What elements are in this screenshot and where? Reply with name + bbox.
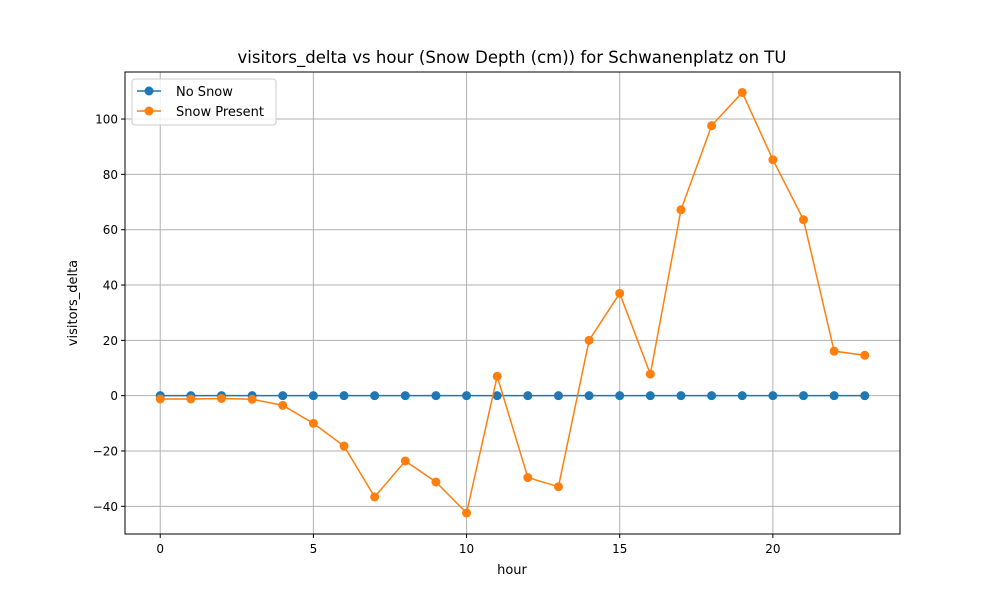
data-point-no-snow	[829, 391, 839, 401]
data-point-no-snow	[615, 391, 625, 401]
data-point-snow-present	[278, 400, 288, 410]
legend: No Snow Snow Present	[131, 78, 277, 126]
data-point-no-snow	[768, 391, 778, 401]
x-axis-label: hour	[497, 563, 527, 578]
data-point-snow-present	[247, 394, 257, 404]
data-point-no-snow	[645, 391, 655, 401]
y-tick-label: 100	[95, 113, 118, 127]
data-point-snow-present	[737, 87, 747, 97]
data-point-no-snow	[339, 391, 349, 401]
data-point-snow-present	[768, 155, 778, 165]
plot-series	[155, 87, 870, 518]
data-point-snow-present	[155, 394, 165, 404]
series-no-snow	[155, 391, 870, 401]
x-tick-label: 10	[459, 542, 474, 556]
data-point-no-snow	[737, 391, 747, 401]
data-point-snow-present	[186, 394, 196, 404]
data-point-no-snow	[707, 391, 717, 401]
data-point-snow-present	[339, 441, 349, 451]
data-point-no-snow	[676, 391, 686, 401]
data-point-snow-present	[676, 205, 686, 215]
y-tick-label: 80	[103, 168, 118, 182]
data-point-no-snow	[523, 391, 533, 401]
y-tick-label: −40	[93, 500, 118, 514]
chart-title: visitors_delta vs hour (Snow Depth (cm))…	[238, 48, 787, 68]
data-point-snow-present	[216, 393, 226, 403]
plot-frame	[124, 71, 901, 535]
data-point-snow-present	[370, 492, 380, 502]
data-point-snow-present	[584, 335, 594, 345]
data-point-no-snow	[370, 391, 380, 401]
data-point-snow-present	[553, 482, 563, 492]
data-point-snow-present	[645, 369, 655, 379]
data-point-snow-present	[431, 477, 441, 487]
data-point-snow-present	[400, 456, 410, 466]
data-point-no-snow	[278, 391, 288, 401]
series-line-snow-present	[160, 91, 865, 515]
data-point-snow-present	[829, 346, 839, 356]
data-point-snow-present	[799, 215, 809, 225]
data-point-no-snow	[860, 391, 870, 401]
x-tick-label: 15	[612, 542, 627, 556]
x-tick-label: 20	[765, 542, 780, 556]
data-point-no-snow	[799, 391, 809, 401]
data-point-no-snow	[553, 391, 563, 401]
data-point-no-snow	[400, 391, 410, 401]
y-tick-label: −20	[93, 445, 118, 459]
legend-box	[131, 78, 277, 126]
x-tick-label: 0	[156, 542, 164, 556]
data-point-snow-present	[492, 371, 502, 381]
y-tick-label: 20	[103, 334, 118, 348]
y-tick-label: 0	[110, 389, 118, 403]
legend-label-no-snow: No Snow	[176, 85, 233, 100]
data-point-no-snow	[308, 391, 318, 401]
data-point-no-snow	[584, 391, 594, 401]
data-point-no-snow	[462, 391, 472, 401]
data-point-snow-present	[462, 508, 472, 518]
data-point-snow-present	[308, 418, 318, 428]
legend-label-snow-present: Snow Present	[176, 105, 264, 120]
x-tick-label: 5	[310, 542, 318, 556]
data-point-snow-present	[860, 350, 870, 360]
data-point-no-snow	[492, 391, 502, 401]
legend-marker-no-snow	[144, 86, 154, 96]
y-tick-label: 60	[103, 223, 118, 237]
data-point-no-snow	[431, 391, 441, 401]
data-point-snow-present	[523, 473, 533, 483]
series-snow-present	[155, 87, 870, 518]
data-point-snow-present	[615, 288, 625, 298]
y-axis-label: visitors_delta	[66, 260, 81, 346]
legend-marker-snow-present	[144, 106, 154, 116]
axis-ticks: 0 5 10 15 20 −40 −20 0 20 40 60 80 100	[93, 113, 781, 556]
y-tick-label: 40	[103, 279, 118, 293]
data-point-snow-present	[707, 121, 717, 131]
